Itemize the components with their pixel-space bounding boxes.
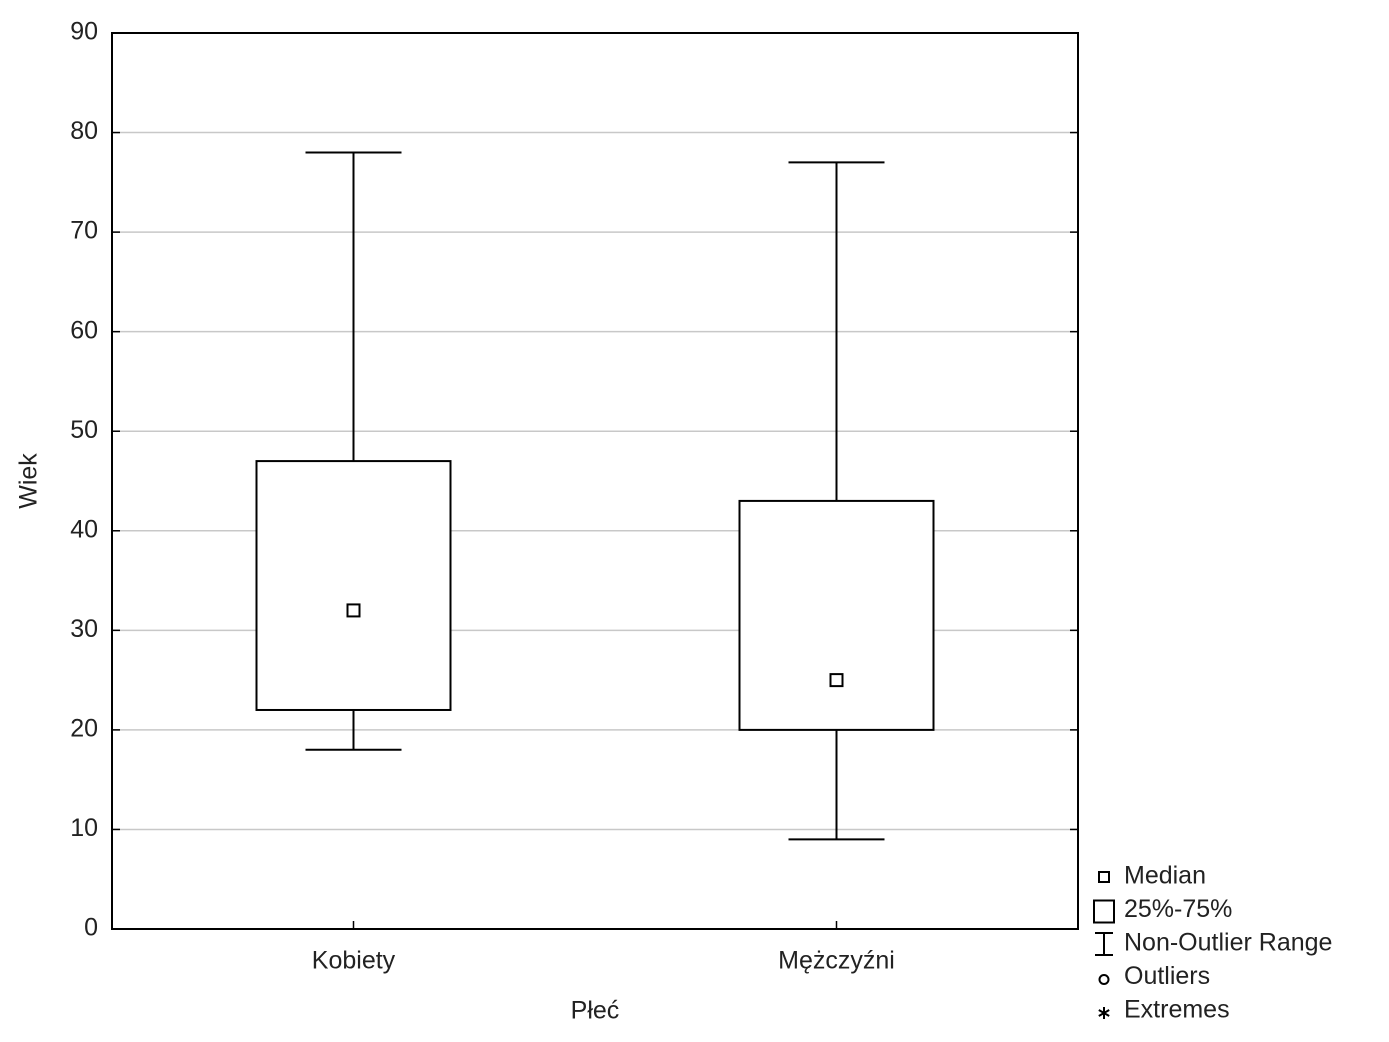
box [738,499,935,731]
y-tick-label: 20 [70,714,98,742]
x-tick-label: Kobiety [312,947,396,975]
median-marker [829,673,844,688]
y-tick-label: 80 [70,117,98,145]
y-axis-label: Wiek [15,453,43,509]
y-tick-label: 10 [70,814,98,842]
legend-label: Outliers [1124,962,1210,990]
y-tick-label: 90 [70,18,98,46]
y-tick-label: 60 [70,316,98,344]
y-tick-label: 30 [70,615,98,643]
x-axis-label: Płeć [571,997,620,1025]
y-tick-label: 50 [70,416,98,444]
plot-frame [111,32,1079,930]
y-tick-label: 40 [70,515,98,543]
legend-symbol [1098,974,1110,985]
legend-symbol [1098,871,1110,883]
median-marker [346,603,361,618]
legend-label: Median [1124,862,1206,890]
legend-symbol [1098,1009,1110,1017]
box [255,460,452,711]
legend-label: Non-Outlier Range [1124,929,1332,957]
legend-label: Extremes [1124,996,1230,1024]
x-tick-label: Mężczyźni [778,947,895,975]
legend-symbol [1093,899,1115,924]
legend-label: 25%-75% [1124,895,1232,923]
y-tick-label: 0 [84,914,98,942]
y-tick-label: 70 [70,217,98,245]
